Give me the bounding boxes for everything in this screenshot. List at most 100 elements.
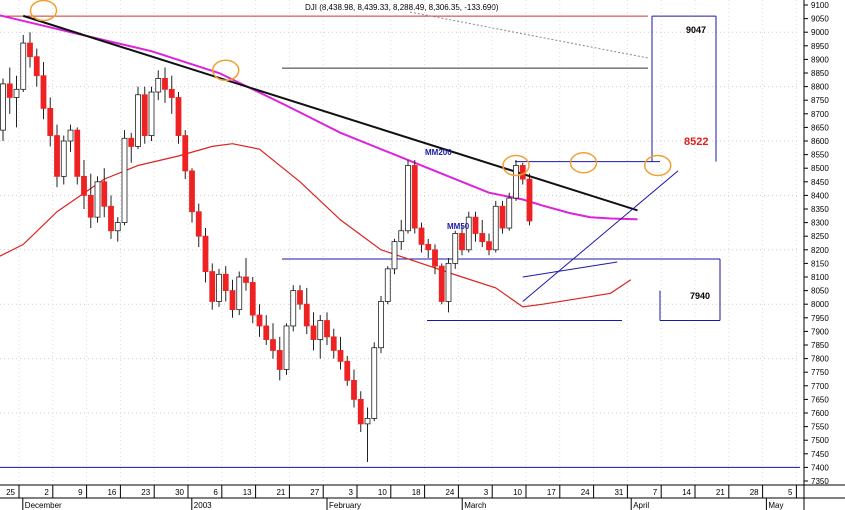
candle [47,97,54,147]
candle-body-down [330,336,337,351]
x-tick-label: 10 [378,488,387,497]
y-tick-label: 9000 [811,28,829,37]
candle [229,279,236,318]
mm50-label: MM50 [447,222,470,231]
candle [479,219,486,248]
candle-body-down [162,78,168,90]
candle-body-up [283,325,290,370]
candle [94,176,101,223]
candle [121,130,128,226]
candle-body-up [371,347,378,419]
candle [195,203,202,248]
candle-body-down [141,94,148,136]
candle [398,219,405,250]
candle-body-down [486,241,492,251]
y-tick-label: 8550 [811,151,829,160]
candles [0,32,533,462]
candle [101,168,108,218]
y-tick-label: 8700 [811,110,829,119]
candle-body-down [479,233,486,243]
highlight-ellipse [29,0,58,22]
candle-body-up [398,230,405,243]
x-tick-label: 17 [547,488,556,497]
candle [20,34,27,93]
candle-body-down [310,325,317,340]
candle-body-down [74,129,81,177]
level-label-8522: 8522 [684,136,708,148]
candle-body-down [27,42,33,58]
candle [87,173,94,229]
trendline [522,170,679,302]
candle [236,271,243,316]
candle [27,32,33,68]
x-tick-label: 31 [614,488,623,497]
projection-line [409,11,649,59]
candle [40,62,47,120]
candle-body-down [101,181,108,207]
x-tick-label: 2 [44,488,49,497]
candle-body-down [411,165,418,229]
highlight-ellipse [644,154,672,177]
x-tick-label: 18 [412,488,421,497]
level-label-7940: 7940 [690,291,710,301]
candle [182,130,189,180]
x-tick-label: 21 [716,488,725,497]
candle [270,323,276,359]
candle [526,173,533,226]
candle-body-down [276,350,283,370]
y-tick-label: 7950 [811,314,829,323]
candle [357,391,364,433]
candle [33,48,40,87]
candle-body-up [378,301,384,349]
candle [216,268,222,307]
highlight-ellipse [569,152,598,174]
x-tick-label: 27 [310,488,319,497]
x-tick-label: 24 [581,488,590,497]
candle-body-down [459,233,465,251]
candle-body-down [33,56,40,77]
candle [141,86,148,144]
candle [486,233,492,256]
candle [303,287,310,335]
x-month-label: April [633,501,649,510]
y-tick-label: 8850 [811,69,829,78]
candle-body-up [148,91,155,136]
candle [506,192,513,231]
candle [249,277,256,324]
candle-body-down [337,350,344,362]
candle [330,328,337,359]
candle [317,315,324,359]
candle-body-down [222,273,229,291]
candle [222,266,229,302]
candle-body-down [297,290,303,305]
candle [351,369,357,408]
candle-body-down [87,194,94,218]
candle-body-down [526,178,533,222]
candle [108,195,114,239]
candle-body-up [452,233,459,264]
candle [432,244,438,275]
candle-body-up [492,205,499,251]
candle-body-up [13,88,20,98]
x-month-label: May [768,501,783,510]
candle-body-down [270,339,276,351]
candle-body-down [54,135,60,177]
candle-body-down [249,282,256,316]
series-mm50 [0,143,632,308]
y-tick-label: 7350 [811,477,829,486]
candle [114,217,121,242]
candle-body-up [364,418,371,425]
candle [297,285,303,310]
y-tick-label: 8450 [811,178,829,187]
candle [459,225,465,256]
candle-body-down [40,75,47,109]
y-tick-label: 8050 [811,287,829,296]
candle-body-up [445,262,452,302]
candle [418,222,425,253]
x-tick-label: 21 [276,488,285,497]
candle [148,86,155,141]
candle-body-up [236,276,243,311]
y-tick-label: 8950 [811,42,829,51]
candle-body-up [20,42,27,90]
candle-body-up [135,94,141,147]
